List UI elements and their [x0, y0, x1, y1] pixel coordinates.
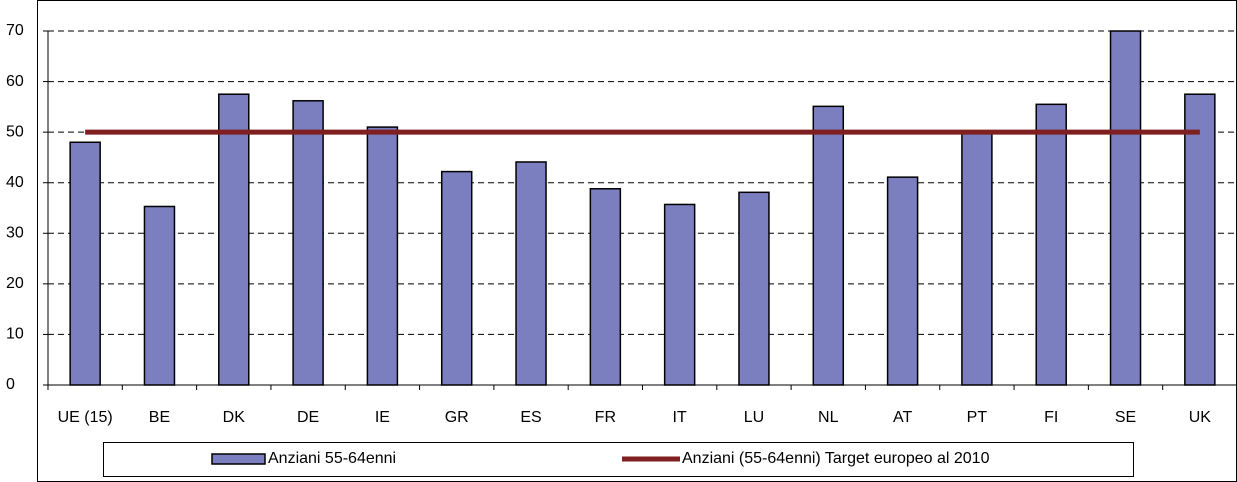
bar — [143, 205, 176, 386]
bar — [663, 203, 696, 386]
bar — [292, 100, 324, 386]
x-tick-label: IT — [673, 409, 687, 426]
bar — [440, 170, 473, 386]
bar — [886, 176, 919, 386]
y-tick-label: 0 — [6, 376, 15, 393]
y-tick-label: 60 — [6, 73, 24, 90]
x-tick-label: SE — [1115, 409, 1136, 426]
x-tick-label: DK — [223, 409, 246, 426]
bar — [366, 126, 399, 386]
bar — [738, 191, 770, 386]
bar — [69, 141, 101, 386]
legend-label: Anziani (55-64enni) Target europeo al 20… — [682, 450, 990, 467]
x-tick-label: UK — [1189, 409, 1212, 426]
y-tick-label: 50 — [6, 123, 24, 140]
bar — [1035, 103, 1067, 386]
x-tick-label: IE — [375, 409, 390, 426]
x-tick-label: FR — [595, 409, 616, 426]
y-tick-label: 10 — [6, 326, 24, 343]
x-tick-label: NL — [818, 409, 839, 426]
y-tick-label: 30 — [6, 225, 24, 242]
x-tick-label: FI — [1044, 409, 1058, 426]
x-tick-label: AT — [893, 409, 912, 426]
bar — [515, 161, 547, 386]
legend-box — [103, 442, 1134, 477]
y-tick-label: 40 — [6, 174, 24, 191]
x-tick-label: DE — [297, 409, 319, 426]
bar — [961, 131, 993, 386]
x-tick-label: BE — [149, 409, 170, 426]
legend-swatch — [211, 453, 266, 465]
bar — [218, 93, 250, 386]
bar — [589, 188, 622, 386]
y-tick-label: 20 — [6, 275, 24, 292]
x-tick-label: GR — [445, 409, 469, 426]
x-tick-label: LU — [744, 409, 764, 426]
y-tick-label: 70 — [6, 22, 24, 39]
bar — [1109, 30, 1142, 386]
bar — [1184, 93, 1216, 386]
x-tick-label: PT — [967, 409, 988, 426]
bar — [812, 105, 845, 386]
legend-label: Anziani 55-64enni — [268, 450, 396, 467]
x-tick-label: UE (15) — [58, 409, 113, 426]
x-tick-label: ES — [520, 409, 541, 426]
